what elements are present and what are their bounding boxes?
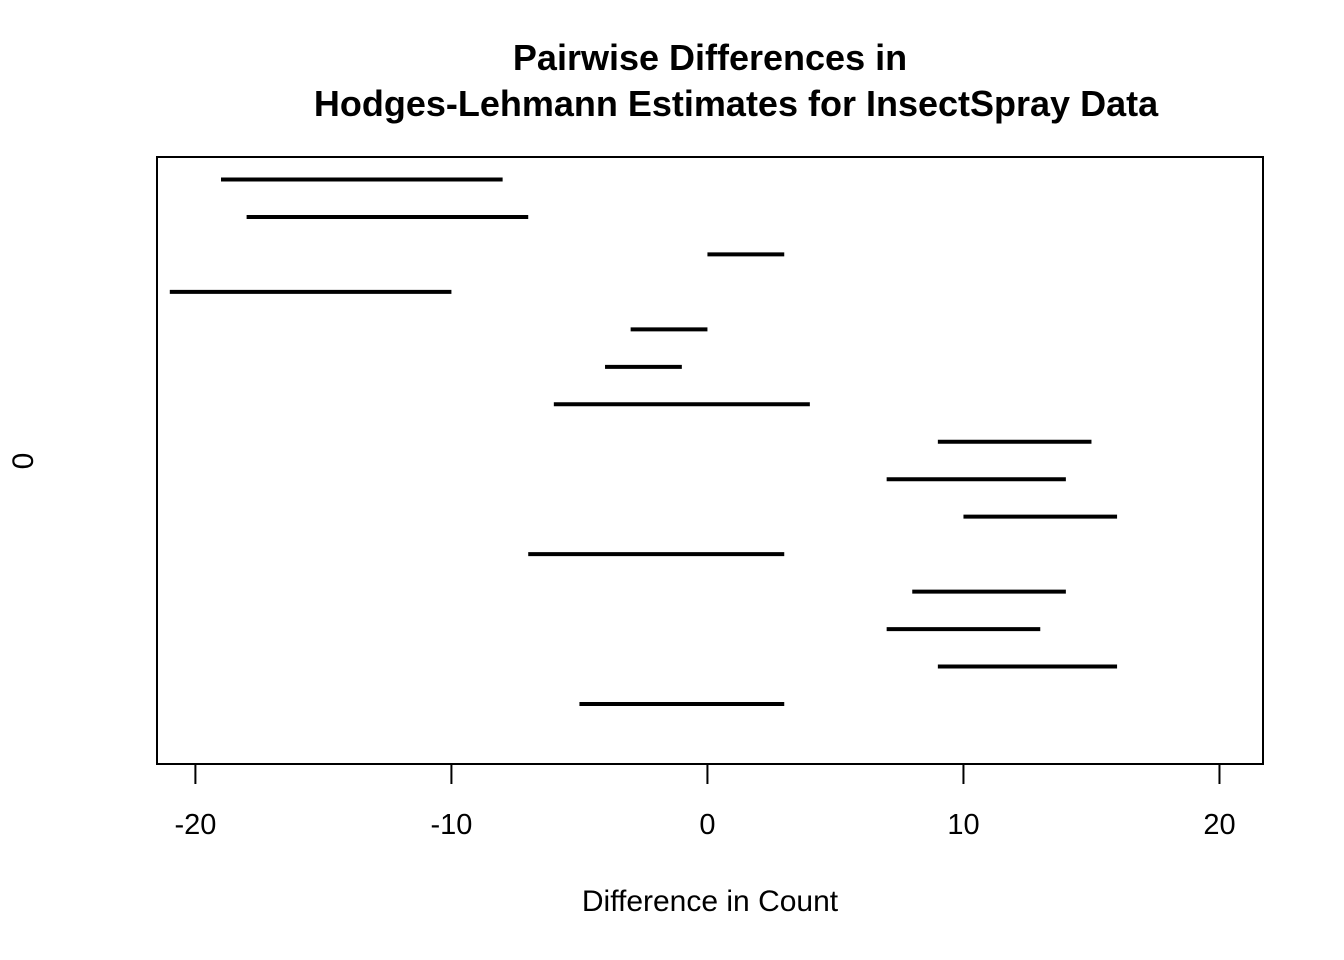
x-axis-label: Difference in Count [582, 885, 839, 918]
x-tick-label-4: 10 [947, 809, 979, 841]
x-tick-label-3: 0 [699, 809, 715, 841]
y-axis-label: 0 [7, 453, 40, 470]
x-tick-label-1: -20 [174, 809, 216, 841]
chart-title-line-1: Pairwise Differences in [513, 37, 907, 78]
x-tick-label-2: -10 [430, 809, 472, 841]
x-tick-label-5: 20 [1203, 809, 1235, 841]
x-axis: -20 -10 0 10 20 [174, 764, 1236, 841]
interval-lines [169, 177, 1118, 706]
chart-title-line-2: Hodges-Lehmann Estimates for InsectSpray… [314, 83, 1159, 124]
plot-frame [156, 156, 1264, 765]
